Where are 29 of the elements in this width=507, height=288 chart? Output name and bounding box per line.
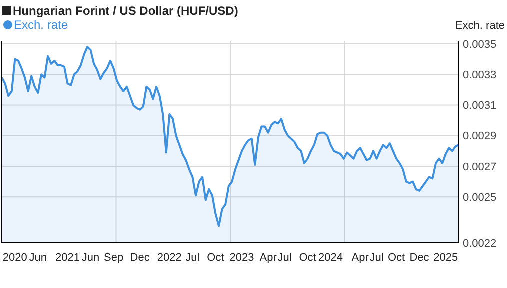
x-tick-label: Apr [260, 252, 278, 264]
x-tick-label: Jul [370, 252, 384, 264]
x-tick-label: Jul [278, 252, 292, 264]
x-tick-label: 2022 [157, 252, 182, 264]
x-tick-label: 2023 [230, 252, 254, 264]
x-tick-label: Dec [410, 252, 430, 264]
x-tick-label: Oct [299, 252, 316, 264]
chart-title: Hungarian Forint / US Dollar (HUF/USD) [13, 4, 238, 18]
y-tick-label: 0.0022 [463, 238, 497, 250]
x-tick-label: 2025 [434, 252, 458, 264]
x-tick-label: 2021 [56, 252, 80, 264]
y-tick-label: 0.0035 [463, 38, 497, 51]
legend-label: Exch. rate [14, 18, 68, 32]
x-tick-label: Jul [186, 252, 200, 264]
x-tick-label: Jun [82, 252, 100, 264]
y-tick-label: 0.0029 [463, 130, 497, 143]
x-tick-label: Apr [352, 252, 370, 264]
x-tick-label: Oct [388, 252, 406, 264]
y-axis-title: Exch. rate [455, 20, 505, 32]
y-tick-label: 0.0027 [463, 161, 497, 174]
y-tick-label: 0.0031 [463, 100, 497, 112]
x-tick-label: Sep [104, 252, 124, 264]
x-tick-label: Oct [207, 252, 224, 264]
x-tick-label: 2024 [318, 252, 344, 264]
y-tick-label: 0.0025 [463, 192, 497, 204]
x-tick-label: 2020 [2, 252, 28, 264]
x-tick-label: Dec [130, 252, 150, 264]
x-tick-label: Jun [29, 252, 48, 264]
y-tick-label: 0.0033 [463, 70, 497, 82]
